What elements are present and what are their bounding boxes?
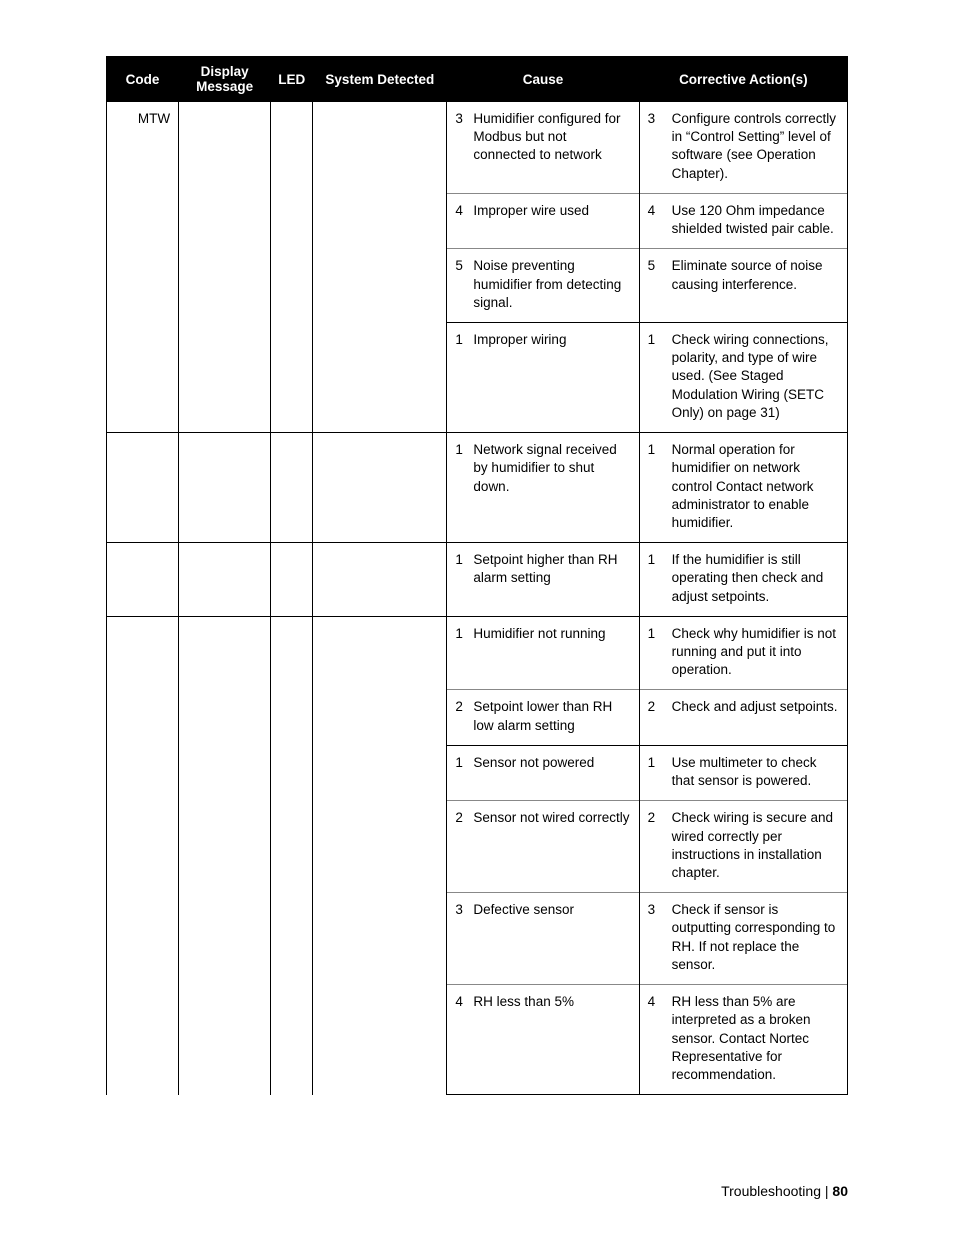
cell-code	[107, 616, 179, 745]
table-group: 1Humidifier not running 1Check why humid…	[107, 616, 848, 745]
col-led: LED	[271, 56, 313, 102]
table-row: 1Setpoint higher than RH alarm setting 1…	[107, 543, 848, 617]
col-system: System Detected	[313, 56, 447, 102]
cell-cause: 2Sensor not wired correctly	[447, 801, 639, 893]
table-row: 1Sensor not powered 1Use multimeter to c…	[107, 745, 848, 800]
cell-cause: 2Setpoint lower than RH low alarm settin…	[447, 690, 639, 745]
col-action: Corrective Action(s)	[639, 56, 847, 102]
cell-system	[313, 616, 447, 745]
cell-system	[313, 322, 447, 432]
cell-action: 4Use 120 Ohm impedance shielded twisted …	[639, 193, 847, 248]
cell-action: 1Check wiring connections, polarity, and…	[639, 322, 847, 432]
table-row: MTW 3Humidifier configured for Modbus bu…	[107, 102, 848, 193]
cell-cause: 1Network signal received by humidifier t…	[447, 433, 639, 543]
cell-cause: 1Improper wiring	[447, 322, 639, 432]
cell-system	[313, 102, 447, 322]
cell-action: 1Use multimeter to check that sensor is …	[639, 745, 847, 800]
footer-page-number: 80	[832, 1183, 848, 1199]
cell-cause: 1Setpoint higher than RH alarm setting	[447, 543, 639, 617]
col-display: Display Message	[179, 56, 271, 102]
cell-code	[107, 322, 179, 432]
cell-action: 1Check why humidifier is not running and…	[639, 616, 847, 690]
col-code: Code	[107, 56, 179, 102]
cell-code	[107, 745, 179, 1094]
cell-led	[271, 322, 313, 432]
footer-sep: |	[821, 1183, 832, 1199]
cell-cause: 3Defective sensor	[447, 893, 639, 985]
cell-cause: 4Improper wire used	[447, 193, 639, 248]
cell-action: 2Check wiring is secure and wired correc…	[639, 801, 847, 893]
table-row: 1Humidifier not running 1Check why humid…	[107, 616, 848, 690]
cell-led	[271, 433, 313, 543]
footer-section: Troubleshooting	[721, 1183, 821, 1199]
cell-display	[179, 543, 271, 617]
cell-cause: 5Noise preventing humidifier from detect…	[447, 249, 639, 323]
cell-display	[179, 322, 271, 432]
cell-cause: 4RH less than 5%	[447, 985, 639, 1095]
table-group: 1Improper wiring 1Check wiring connectio…	[107, 322, 848, 432]
cell-code	[107, 433, 179, 543]
cell-system	[313, 433, 447, 543]
table-group: MTW 3Humidifier configured for Modbus bu…	[107, 102, 848, 322]
col-cause: Cause	[447, 56, 639, 102]
cell-action: 2Check and adjust setpoints.	[639, 690, 847, 745]
troubleshoot-table: Code Display Message LED System Detected…	[106, 56, 848, 1095]
cell-cause: 1Sensor not powered	[447, 745, 639, 800]
table-row: 1Network signal received by humidifier t…	[107, 433, 848, 543]
cell-code	[107, 543, 179, 617]
cell-cause: 1Humidifier not running	[447, 616, 639, 690]
cell-code: MTW	[107, 102, 179, 322]
table-header-row: Code Display Message LED System Detected…	[107, 56, 848, 102]
cell-display	[179, 102, 271, 322]
cell-action: 3Check if sensor is outputting correspon…	[639, 893, 847, 985]
cell-display	[179, 745, 271, 1094]
cell-led	[271, 102, 313, 322]
table-group: 1Network signal received by humidifier t…	[107, 433, 848, 543]
cell-display	[179, 433, 271, 543]
cell-display	[179, 616, 271, 745]
table-group: 1Sensor not powered 1Use multimeter to c…	[107, 745, 848, 1094]
table-group: 1Setpoint higher than RH alarm setting 1…	[107, 543, 848, 617]
page-footer: Troubleshooting | 80	[721, 1183, 848, 1199]
cell-action: 1If the humidifier is still operating th…	[639, 543, 847, 617]
table-row: 1Improper wiring 1Check wiring connectio…	[107, 322, 848, 432]
cell-system	[313, 745, 447, 1094]
cell-led	[271, 616, 313, 745]
cell-action: 3Configure controls correctly in “Contro…	[639, 102, 847, 193]
cell-led	[271, 543, 313, 617]
cell-led	[271, 745, 313, 1094]
cell-cause: 3Humidifier configured for Modbus but no…	[447, 102, 639, 193]
cell-action: 5Eliminate source of noise causing inter…	[639, 249, 847, 323]
cell-system	[313, 543, 447, 617]
cell-action: 1Normal operation for humidifier on netw…	[639, 433, 847, 543]
cell-action: 4RH less than 5% are interpreted as a br…	[639, 985, 847, 1095]
